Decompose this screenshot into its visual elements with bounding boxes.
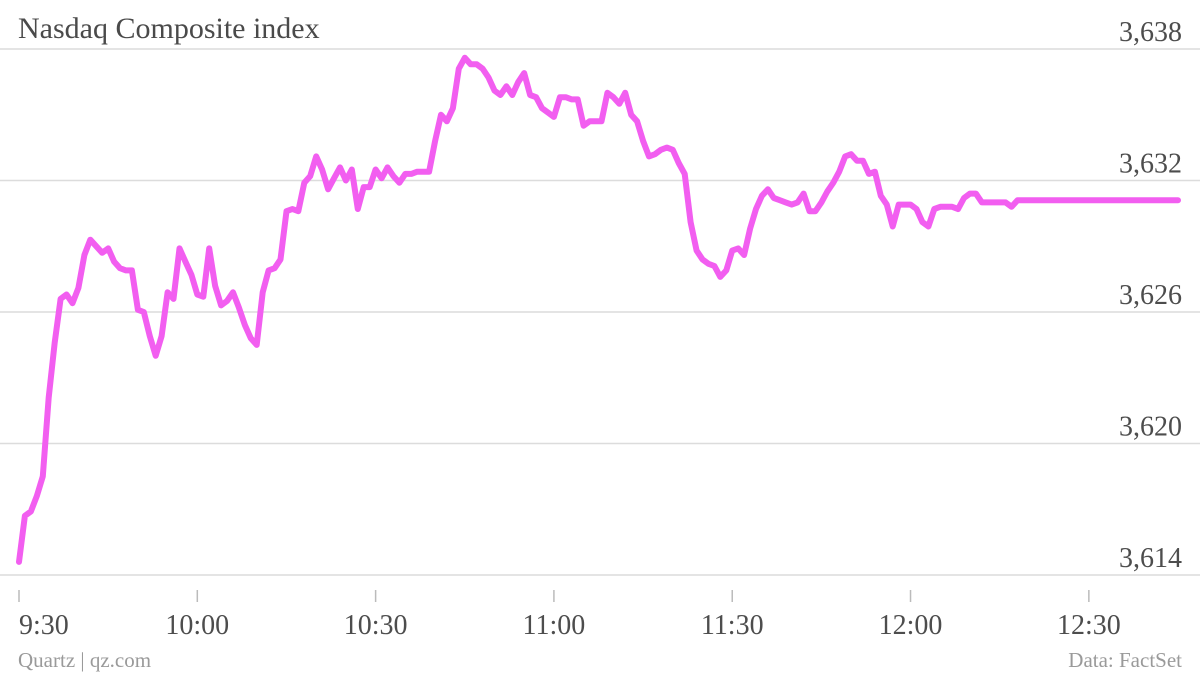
series-layer (16, 54, 1181, 565)
y-tick-label: 3,632 (1119, 149, 1182, 180)
chart-title: Nasdaq Composite index (18, 12, 320, 45)
gridlines (0, 48, 1200, 576)
x-tick-label: 10:30 (344, 610, 408, 641)
x-tick-label: 11:00 (523, 610, 586, 641)
series-line (16, 54, 1181, 565)
y-tick-label: 3,626 (1119, 280, 1182, 311)
y-tick-label: 3,638 (1119, 17, 1182, 48)
source-credit: Quartz | qz.com (18, 648, 152, 672)
x-tick-label: 10:00 (165, 610, 229, 641)
y-tick-label: 3,614 (1119, 543, 1182, 574)
data-source: Data: FactSet (1068, 648, 1182, 672)
x-tick-label: 12:00 (879, 610, 943, 641)
x-tick-label: 11:30 (701, 610, 764, 641)
y-axis: 3,614 3,620 3,626 3,632 3,638 (1119, 17, 1182, 574)
x-tick-label: 9:30 (19, 610, 69, 641)
x-axis: 9:30 10:00 10:30 11:00 11:30 12:00 12:30 (18, 590, 1121, 641)
y-tick-label: 3,620 (1119, 412, 1182, 443)
x-tick-label: 12:30 (1057, 610, 1121, 641)
